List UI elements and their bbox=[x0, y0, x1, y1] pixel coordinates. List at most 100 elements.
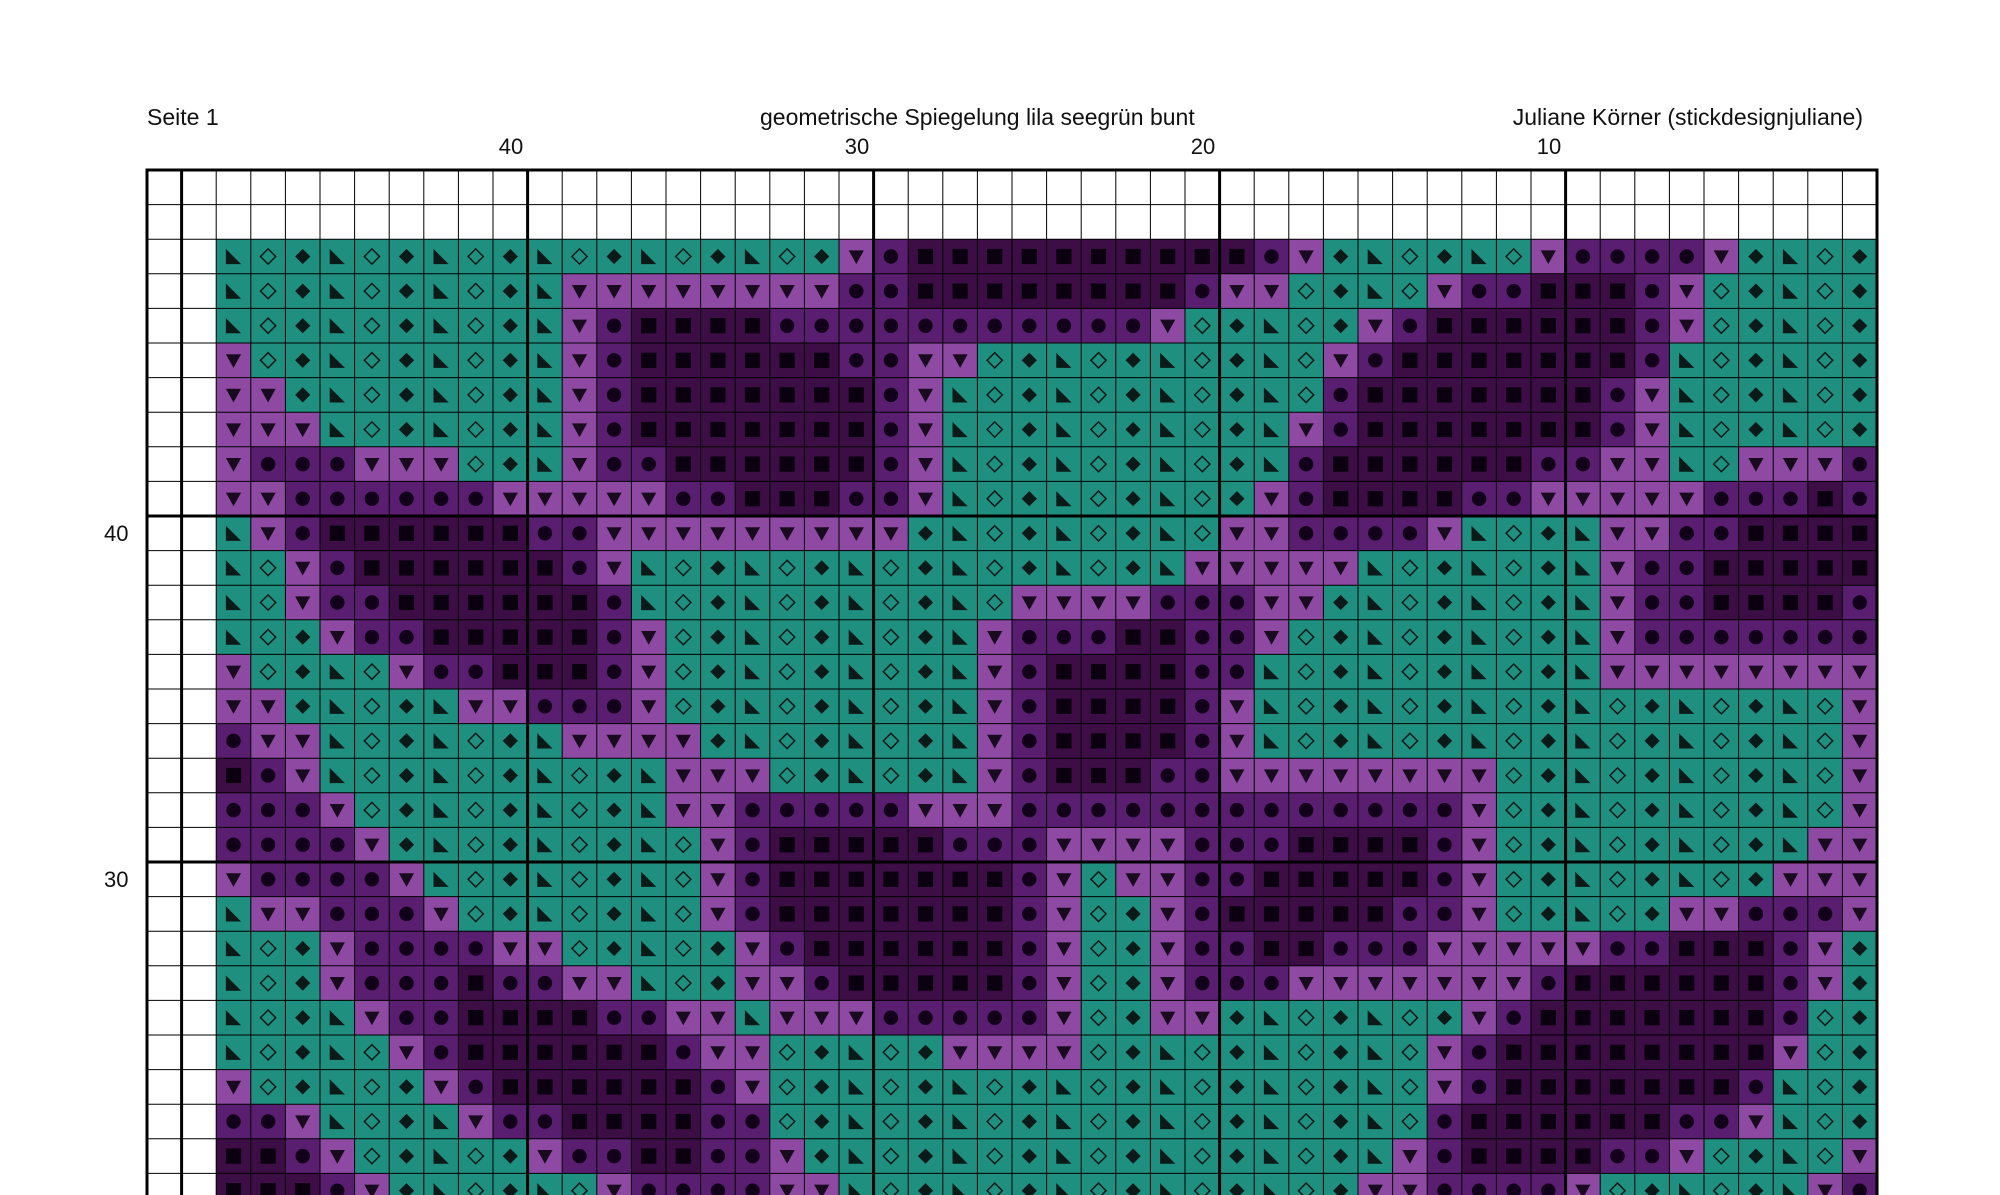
stitch-cell-plum bbox=[942, 1000, 978, 1035]
stitch-cell-lilac bbox=[666, 792, 701, 828]
stitch-cell-lilac bbox=[1150, 308, 1185, 343]
stitch-cell-teal bbox=[493, 896, 528, 932]
stitch-cell-teal bbox=[1012, 481, 1047, 516]
stitch-cell-teal bbox=[769, 758, 805, 793]
stitch-cell-aubergine bbox=[1600, 343, 1635, 378]
stitch-cell-lilac bbox=[804, 1173, 839, 1195]
stitch-cell-teal bbox=[354, 792, 390, 828]
stitch-cell-teal bbox=[458, 412, 493, 447]
stitch-cell-lilac bbox=[216, 862, 251, 897]
stitch-cell-teal bbox=[1461, 689, 1497, 724]
stitch-cell-teal bbox=[1461, 585, 1497, 620]
stitch-cell-teal bbox=[977, 550, 1012, 586]
stitch-cell-lilac bbox=[1496, 965, 1531, 1001]
stitch-cell-teal bbox=[389, 273, 424, 309]
stitch-cell-teal bbox=[1738, 273, 1774, 309]
stitch-cell-teal bbox=[1496, 896, 1531, 932]
stitch-cell-teal bbox=[250, 550, 286, 586]
stitch-cell-aubergine bbox=[1565, 1000, 1601, 1035]
stitch-cell-aubergine bbox=[839, 931, 874, 966]
stitch-cell-plum bbox=[873, 412, 909, 447]
stitch-cell-lilac bbox=[216, 343, 251, 378]
stitch-cell-lilac bbox=[1358, 1173, 1393, 1195]
stitch-cell-teal bbox=[1254, 446, 1289, 482]
stitch-cell-teal bbox=[1634, 689, 1670, 724]
stitch-cell-plum bbox=[700, 1104, 736, 1139]
stitch-cell-plum bbox=[562, 689, 597, 724]
stitch-cell-teal bbox=[389, 827, 424, 862]
stitch-cell-aubergine bbox=[977, 931, 1012, 966]
stitch-cell-aubergine bbox=[493, 1000, 528, 1035]
stitch-cell-plum bbox=[285, 862, 320, 897]
stitch-cell-lilac bbox=[1150, 896, 1185, 932]
stitch-cell-lilac bbox=[1842, 758, 1877, 793]
stitch-cell-teal bbox=[804, 654, 839, 689]
stitch-cell-plum bbox=[1461, 273, 1497, 309]
stitch-cell-plum bbox=[354, 862, 390, 897]
stitch-cell-aubergine bbox=[1150, 654, 1185, 689]
stitch-cell-teal bbox=[1531, 585, 1566, 620]
stitch-cell-teal bbox=[423, 689, 459, 724]
stitch-cell-lilac bbox=[562, 965, 597, 1001]
stitch-cell-aubergine bbox=[873, 862, 909, 897]
stitch-cell-lilac bbox=[873, 516, 909, 551]
stitch-cell-teal bbox=[666, 931, 701, 966]
stitch-cell-plum bbox=[596, 377, 632, 413]
stitch-cell-lilac bbox=[1461, 862, 1497, 897]
stitch-cell-lilac bbox=[1842, 827, 1877, 862]
stitch-cell-lilac bbox=[285, 723, 320, 759]
stitch-cell-teal bbox=[527, 862, 563, 897]
stitch-cell-aubergine bbox=[216, 1138, 251, 1174]
stitch-cell-plum bbox=[1150, 585, 1185, 620]
stitch-cell-teal bbox=[769, 689, 805, 724]
stitch-cell-aubergine bbox=[1738, 1035, 1774, 1070]
stitch-cell-lilac bbox=[250, 377, 286, 413]
stitch-cell-lilac bbox=[1600, 481, 1635, 516]
stitch-cell-teal bbox=[596, 896, 632, 932]
stitch-cell-plum bbox=[423, 931, 459, 966]
stitch-cell-aubergine bbox=[1496, 1104, 1531, 1139]
stitch-cell-plum bbox=[389, 481, 424, 516]
stitch-cell-aubergine bbox=[1219, 896, 1255, 932]
stitch-cell-teal bbox=[1081, 1138, 1116, 1174]
stitch-cell-teal bbox=[908, 550, 943, 586]
stitch-cell-teal bbox=[1185, 377, 1220, 413]
stitch-cell-teal bbox=[1738, 723, 1774, 759]
stitch-cell-plum bbox=[942, 827, 978, 862]
stitch-cell-plum bbox=[977, 1000, 1012, 1035]
stitch-cell-aubergine bbox=[562, 1035, 597, 1070]
stitch-cell-aubergine bbox=[839, 827, 874, 862]
stitch-cell-plum bbox=[1219, 965, 1255, 1001]
stitch-cell-aubergine bbox=[769, 412, 805, 447]
stitch-cell-aubergine bbox=[1565, 412, 1601, 447]
stitch-cell-teal bbox=[423, 723, 459, 759]
stitch-cell-plum bbox=[1496, 1173, 1531, 1195]
stitch-cell-teal bbox=[1634, 827, 1670, 862]
stitch-cell-teal bbox=[458, 446, 493, 482]
stitch-cell-lilac bbox=[1185, 550, 1220, 586]
stitch-cell-plum bbox=[1219, 792, 1255, 828]
stitch-cell-teal bbox=[1565, 689, 1601, 724]
stitch-cell-plum bbox=[1219, 619, 1255, 655]
stitch-cell-teal bbox=[1046, 343, 1082, 378]
stitch-cell-teal bbox=[354, 239, 390, 274]
stitch-cell-teal bbox=[1323, 273, 1358, 309]
stitch-cell-plum bbox=[320, 827, 355, 862]
stitch-cell-lilac bbox=[735, 931, 770, 966]
stitch-cell-teal bbox=[735, 723, 770, 759]
stitch-cell-plum bbox=[1185, 792, 1220, 828]
stitch-cell-plum bbox=[527, 689, 563, 724]
stitch-cell-aubergine bbox=[1427, 412, 1462, 447]
stitch-cell-lilac bbox=[977, 723, 1012, 759]
stitch-cell-aubergine bbox=[769, 343, 805, 378]
stitch-cell-teal bbox=[458, 343, 493, 378]
stitch-cell-teal bbox=[700, 619, 736, 655]
stitch-cell-teal bbox=[1288, 1035, 1324, 1070]
stitch-cell-aubergine bbox=[1461, 308, 1497, 343]
page-label: Seite 1 bbox=[147, 104, 219, 130]
stitch-cell-teal bbox=[977, 1104, 1012, 1139]
stitch-cell-plum bbox=[735, 862, 770, 897]
stitch-cell-aubergine bbox=[1115, 619, 1151, 655]
stitch-cell-plum bbox=[1600, 239, 1635, 274]
stitch-cell-plum bbox=[458, 481, 493, 516]
